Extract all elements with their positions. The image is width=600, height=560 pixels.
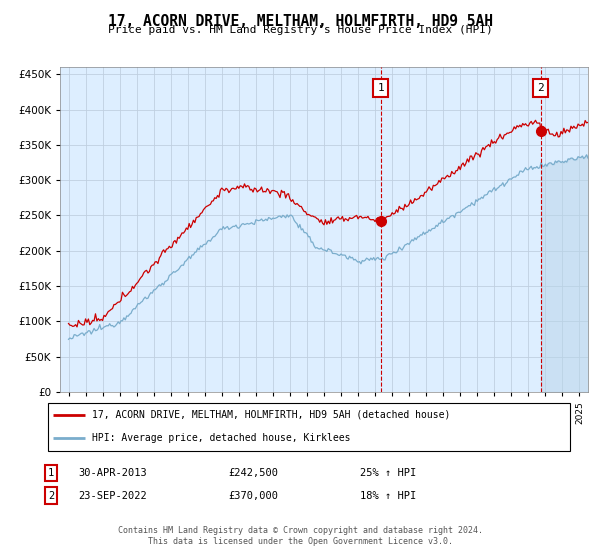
Text: 18% ↑ HPI: 18% ↑ HPI xyxy=(360,491,416,501)
Text: £370,000: £370,000 xyxy=(228,491,278,501)
Text: 2: 2 xyxy=(48,491,54,501)
Text: 2: 2 xyxy=(537,83,544,94)
Text: 1: 1 xyxy=(377,83,384,94)
Text: 17, ACORN DRIVE, MELTHAM, HOLMFIRTH, HD9 5AH (detached house): 17, ACORN DRIVE, MELTHAM, HOLMFIRTH, HD9… xyxy=(92,409,451,419)
Text: £242,500: £242,500 xyxy=(228,468,278,478)
Text: Price paid vs. HM Land Registry's House Price Index (HPI): Price paid vs. HM Land Registry's House … xyxy=(107,25,493,35)
Text: 23-SEP-2022: 23-SEP-2022 xyxy=(78,491,147,501)
Text: HPI: Average price, detached house, Kirklees: HPI: Average price, detached house, Kirk… xyxy=(92,433,351,443)
Text: 1: 1 xyxy=(48,468,54,478)
Text: 30-APR-2013: 30-APR-2013 xyxy=(78,468,147,478)
Text: 17, ACORN DRIVE, MELTHAM, HOLMFIRTH, HD9 5AH: 17, ACORN DRIVE, MELTHAM, HOLMFIRTH, HD9… xyxy=(107,14,493,29)
Text: 25% ↑ HPI: 25% ↑ HPI xyxy=(360,468,416,478)
Text: Contains HM Land Registry data © Crown copyright and database right 2024.
This d: Contains HM Land Registry data © Crown c… xyxy=(118,526,482,546)
